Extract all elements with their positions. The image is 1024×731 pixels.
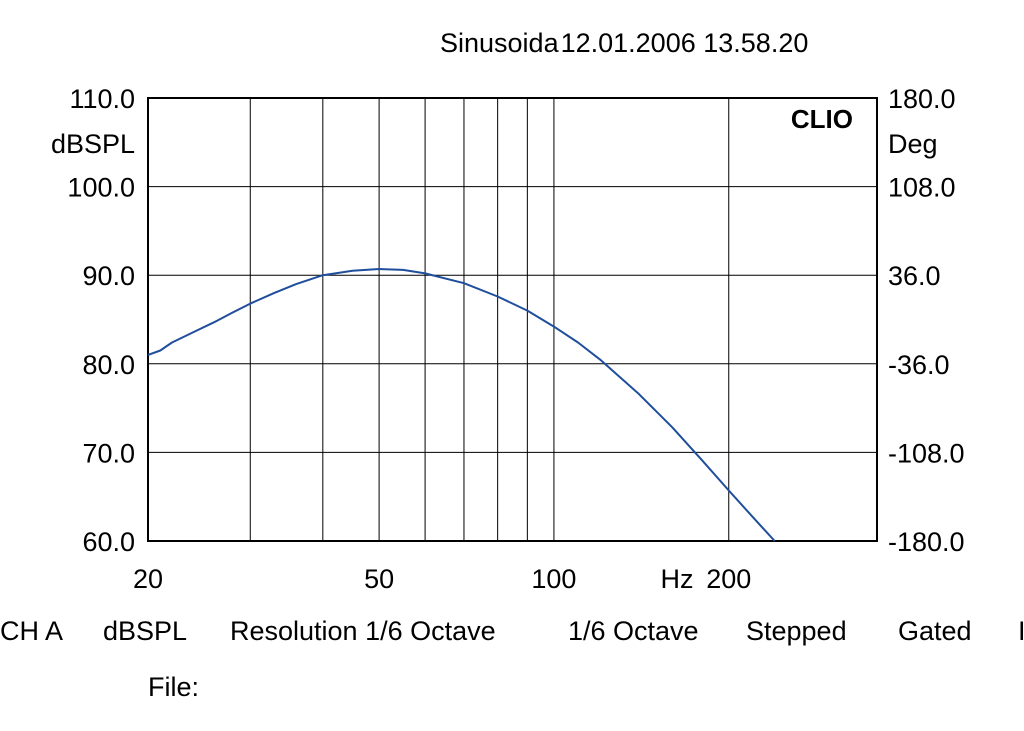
status-item: I bbox=[1018, 616, 1024, 646]
y-tick-label: 90.0 bbox=[82, 261, 135, 291]
y2-tick-label: 36.0 bbox=[888, 261, 941, 291]
x-tick-label: 50 bbox=[364, 564, 394, 594]
grid bbox=[147, 97, 878, 542]
measurement-time: 13.58.20 bbox=[703, 28, 809, 58]
status-item: dBSPL bbox=[103, 616, 188, 646]
x-tick-label: 20 bbox=[133, 564, 163, 594]
y2-tick-label: -180.0 bbox=[888, 527, 965, 557]
file-label: File: bbox=[148, 672, 200, 702]
series-layer bbox=[147, 268, 776, 542]
brand-label: CLIO bbox=[791, 104, 853, 134]
status-item: CH A bbox=[0, 616, 64, 646]
y-tick-label: 70.0 bbox=[82, 438, 135, 468]
y2-tick-label: -108.0 bbox=[888, 438, 965, 468]
tick-labels: 60.0 70.0 80.0 90.0 100.0 110.0 -180.0 -108.0 -3… bbox=[67, 84, 964, 594]
y-tick-label: 110.0 bbox=[69, 84, 135, 114]
y2-tick-label: 180.0 bbox=[888, 84, 956, 114]
y-tick-label: 80.0 bbox=[82, 350, 135, 380]
x-tick-label: 100 bbox=[531, 564, 576, 594]
status-bar: CH A dBSPL Resolution 1/6 Octave 1/6 Octave… bbox=[0, 616, 1024, 652]
x-tick-label: 200 bbox=[706, 564, 751, 594]
status-item: Resolution 1/6 Octave bbox=[230, 616, 496, 646]
status-item: Gated bbox=[898, 616, 972, 646]
measurement-date: 12.01.2006 bbox=[560, 28, 696, 58]
y2-tick-label: 108.0 bbox=[888, 173, 956, 203]
y2-axis-label: Deg bbox=[888, 129, 938, 159]
chart-title: Sinusoida12.01.2006 13.58.20 bbox=[440, 28, 808, 59]
measurement-name: Sinusoida bbox=[440, 28, 559, 58]
y-tick-label: 100.0 bbox=[67, 173, 135, 203]
y-axis-label: dBSPL bbox=[51, 129, 135, 159]
status-item: Stepped bbox=[746, 616, 847, 646]
x-axis-label: Hz bbox=[661, 564, 694, 594]
y2-tick-label: -36.0 bbox=[888, 350, 950, 380]
status-item: 1/6 Octave bbox=[568, 616, 699, 646]
y-tick-label: 60.0 bbox=[82, 527, 135, 557]
plot-frame bbox=[147, 97, 878, 542]
spl-response-curve bbox=[147, 268, 776, 542]
